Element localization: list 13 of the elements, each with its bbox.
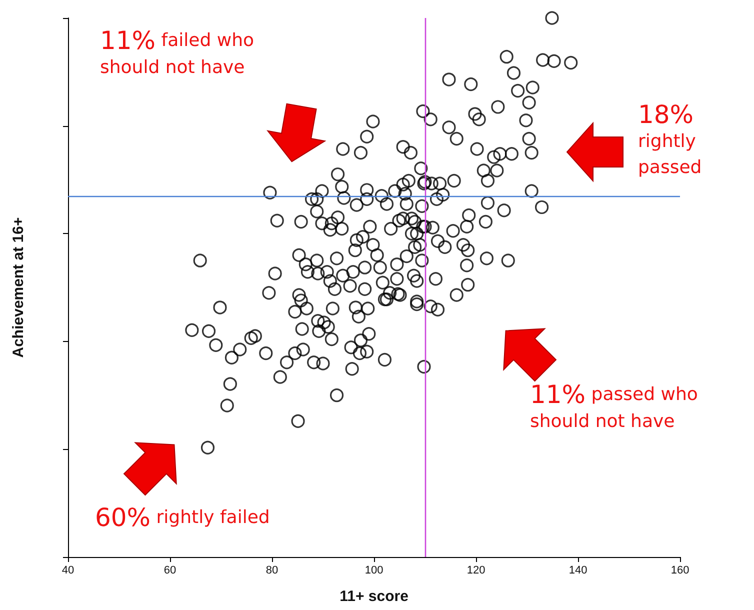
x-tick-label: 40: [62, 564, 74, 576]
x-tick-label: 80: [266, 564, 278, 576]
y-axis-title: Achievement at 16+: [10, 217, 27, 358]
annotation: 60% rightly failed: [95, 503, 270, 532]
x-tick-label: 160: [670, 564, 690, 576]
x-tick-label: 60: [164, 564, 176, 576]
x-axis-title: 11+ score: [340, 588, 408, 605]
annotation: 11% passed who should not have: [530, 380, 698, 432]
x-tick-label: 140: [568, 564, 588, 576]
x-tick-label: 120: [466, 564, 486, 576]
annotation: 11% failed who should not have: [100, 26, 254, 78]
annotation: 18% rightly passed: [638, 100, 702, 178]
x-tick-label: 100: [364, 564, 384, 576]
